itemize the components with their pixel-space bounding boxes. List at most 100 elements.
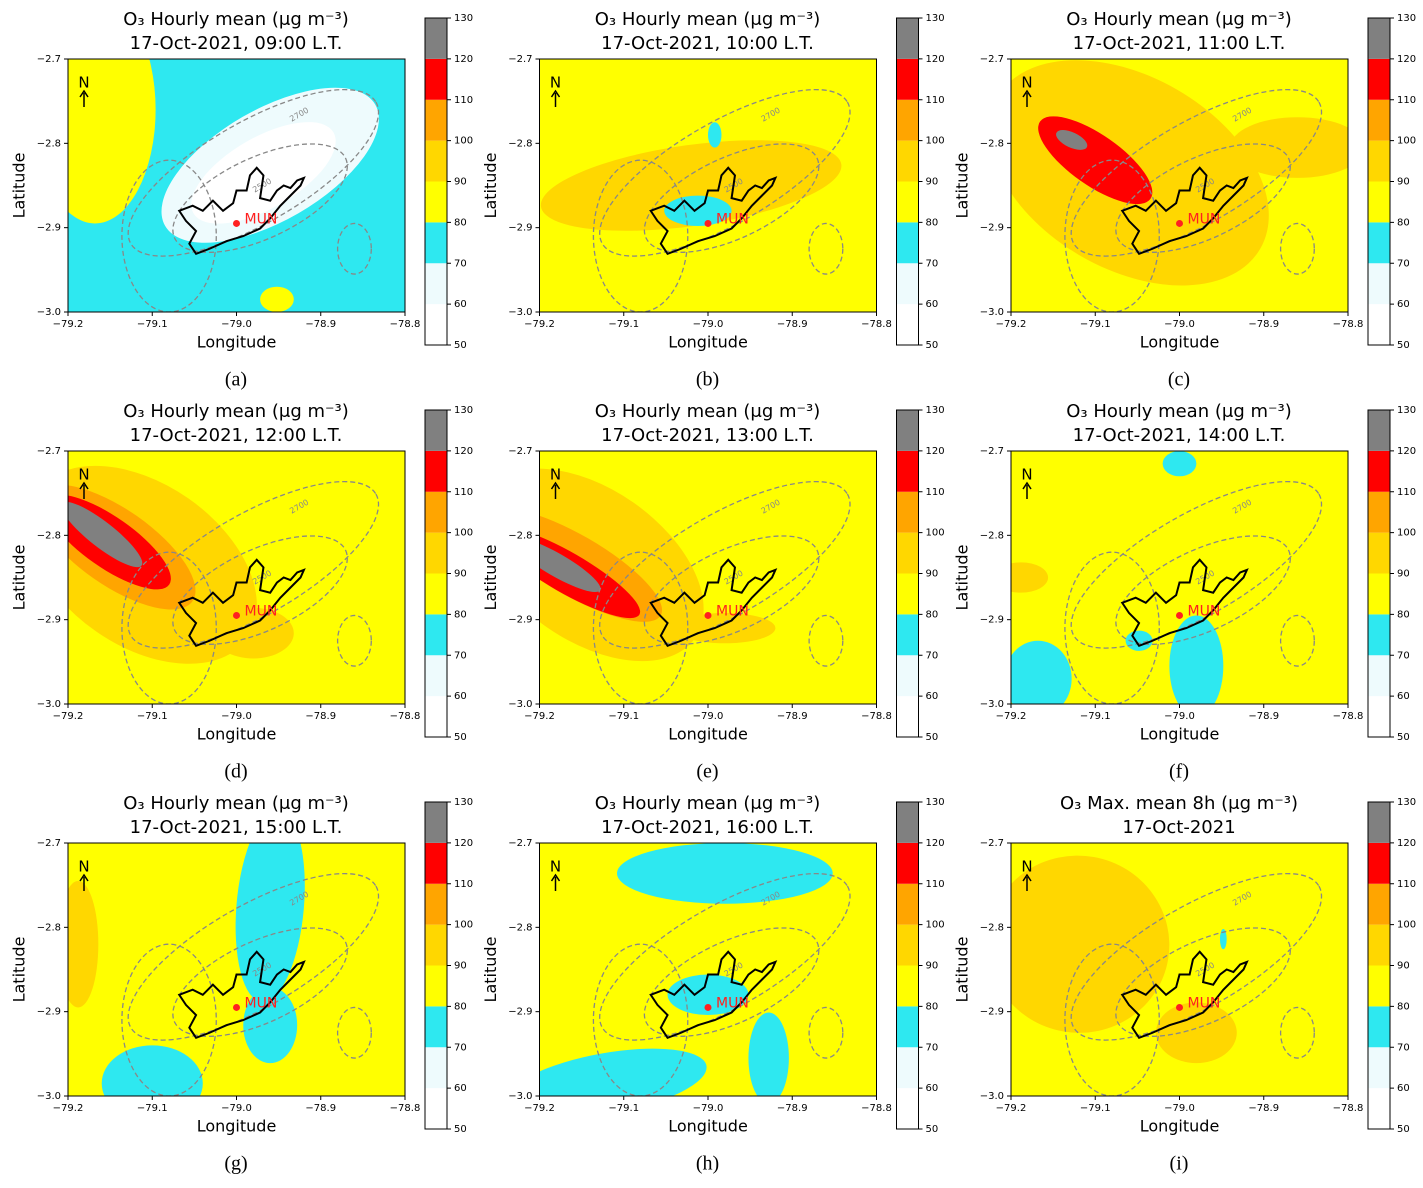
colorbar-tick-label: 80 xyxy=(1397,1001,1410,1012)
y-axis-title: Latitude xyxy=(481,545,500,611)
elevation-contour xyxy=(808,1006,844,1059)
map-fill xyxy=(539,451,877,704)
panel-subtitle: 17-Oct-2021, 11:00 L.T. xyxy=(1073,33,1286,54)
y-tick-label: −2.7 xyxy=(37,54,61,65)
y-axis-title: Latitude xyxy=(953,545,972,611)
x-axis-title: Longitude xyxy=(197,725,277,744)
colorbar-swatch xyxy=(425,532,447,574)
panel-label: (g) xyxy=(224,1153,247,1175)
map-fill xyxy=(1011,451,1348,704)
colorbar-tick-label: 80 xyxy=(1397,217,1410,228)
contour-region xyxy=(1162,451,1197,477)
colorbar-swatch xyxy=(896,1006,919,1048)
colorbar-swatch xyxy=(425,965,447,1007)
colorbar-tick-label: 100 xyxy=(926,136,945,147)
x-tick-label: −79.1 xyxy=(137,711,168,722)
y-tick-label: −2.9 xyxy=(508,615,532,626)
colorbar-tick-label: 130 xyxy=(1397,13,1416,24)
colorbar-swatch xyxy=(1368,1006,1390,1048)
y-tick-label: −3.0 xyxy=(508,699,532,710)
colorbar-tick-label: 130 xyxy=(454,13,473,24)
x-axis-title: Longitude xyxy=(197,333,277,352)
colorbar-swatch xyxy=(425,842,447,884)
colorbar-tick-label: 130 xyxy=(1397,797,1416,808)
colorbar-swatch xyxy=(896,450,919,492)
y-tick-label: −2.9 xyxy=(37,615,61,626)
colorbar-swatch xyxy=(1368,410,1390,451)
colorbar-tick-label: 130 xyxy=(926,405,945,416)
y-tick-label: −3.0 xyxy=(980,1091,1004,1102)
y-axis-title: Latitude xyxy=(481,937,500,1003)
site-label: MUN xyxy=(1188,995,1221,1011)
panel: O₃ Hourly mean (μg m⁻³) 17-Oct-2021, 13:0… xyxy=(481,401,945,783)
colorbar-swatch xyxy=(425,655,447,697)
colorbar-tick-label: 90 xyxy=(926,177,939,188)
colorbar-tick-label: 50 xyxy=(926,732,939,743)
panel-subtitle: 17-Oct-2021, 10:00 L.T. xyxy=(601,33,814,54)
x-tick-label: −78.9 xyxy=(777,1103,808,1114)
contour-region xyxy=(617,843,833,904)
y-tick-label: −2.9 xyxy=(37,1007,61,1018)
panel: O₃ Max. mean 8h (μg m⁻³)17-Oct-202127002… xyxy=(953,793,1417,1175)
x-tick-label: −78.8 xyxy=(861,319,892,330)
map-fill xyxy=(539,59,877,312)
contour-region xyxy=(1011,562,1049,593)
colorbar-tick-label: 80 xyxy=(454,609,467,620)
colorbar-tick-label: 100 xyxy=(454,920,473,931)
north-arrow-head xyxy=(79,873,89,882)
y-tick-label: −2.8 xyxy=(980,530,1004,541)
north-label: N xyxy=(78,858,89,876)
city-outline xyxy=(177,166,306,256)
colorbar-tick-label: 120 xyxy=(926,446,945,457)
colorbar-tick-label: 70 xyxy=(1397,650,1410,661)
x-tick-label: −79.2 xyxy=(524,1103,555,1114)
contour-region xyxy=(243,987,298,1064)
colorbar-swatch xyxy=(425,222,447,264)
y-tick-label: −2.7 xyxy=(980,446,1004,457)
elevation-contour xyxy=(808,222,844,275)
colorbar-swatch xyxy=(896,140,919,182)
north-label: N xyxy=(550,74,561,92)
x-tick-label: −79.1 xyxy=(1080,1103,1111,1114)
site-label: MUN xyxy=(245,603,278,619)
colorbar-swatch xyxy=(896,263,919,305)
colorbar-tick-label: 130 xyxy=(926,797,945,808)
colorbar-swatch xyxy=(1368,696,1390,737)
colorbar-swatch xyxy=(425,802,447,843)
colorbar-tick-label: 50 xyxy=(454,1124,467,1135)
colorbar-swatch xyxy=(1368,965,1390,1007)
x-tick-label: −79.0 xyxy=(693,319,724,330)
site-label: MUN xyxy=(716,211,749,227)
colorbar-tick-label: 100 xyxy=(454,528,473,539)
colorbar-tick-label: 90 xyxy=(1397,961,1410,972)
contour-region xyxy=(1056,130,1088,150)
panel-title: O₃ Max. mean 8h (μg m⁻³) xyxy=(1060,793,1298,814)
x-tick-label: −79.2 xyxy=(53,1103,84,1114)
site-label: MUN xyxy=(245,995,278,1011)
x-tick-label: −79.0 xyxy=(693,1103,724,1114)
site-marker xyxy=(704,1003,712,1011)
colorbar-tick-label: 60 xyxy=(926,1083,939,1094)
panel-subtitle: 17-Oct-2021, 09:00 L.T. xyxy=(130,33,343,54)
colorbar-tick-label: 120 xyxy=(454,54,473,65)
colorbar-swatch xyxy=(896,696,919,737)
colorbar-tick-label: 100 xyxy=(1397,528,1416,539)
colorbar-tick-label: 120 xyxy=(1397,446,1416,457)
colorbar-swatch xyxy=(1368,614,1390,656)
colorbar-tick-label: 50 xyxy=(926,340,939,351)
panel: O₃ Hourly mean (μg m⁻³) 17-Oct-2021, 14:0… xyxy=(953,401,1417,783)
x-tick-label: −78.8 xyxy=(1333,711,1364,722)
panel-subtitle: 17-Oct-2021, 13:00 L.T. xyxy=(601,425,814,446)
city-outline xyxy=(1120,166,1249,256)
x-tick-label: −79.1 xyxy=(608,1103,639,1114)
x-tick-label: −78.9 xyxy=(1248,711,1279,722)
y-tick-label: −2.7 xyxy=(980,838,1004,849)
x-axis-title: Longitude xyxy=(1140,333,1220,352)
north-label: N xyxy=(1021,466,1032,484)
colorbar-tick-label: 100 xyxy=(926,920,945,931)
colorbar-swatch xyxy=(425,99,447,141)
colorbar-swatch xyxy=(1368,1088,1390,1129)
elevation-contour xyxy=(1115,927,1291,1037)
x-tick-label: −78.8 xyxy=(390,1103,421,1114)
